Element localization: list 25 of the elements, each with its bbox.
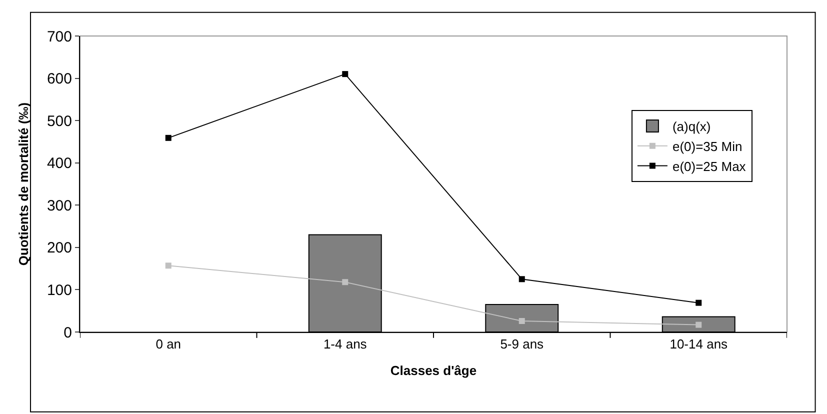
y-axis-title: Quotients de mortalité (‰) xyxy=(16,102,31,266)
legend-label: e(0)=25 Max xyxy=(672,158,746,174)
point xyxy=(342,71,348,78)
point xyxy=(696,300,702,306)
legend-label: (a)q(x) xyxy=(672,119,711,134)
y-tick-label: 300 xyxy=(46,197,72,214)
x-tick-label: 10-14 ans xyxy=(670,336,728,352)
y-tick-label: 0 xyxy=(64,324,72,342)
x-tick-label: 0 an xyxy=(156,336,182,352)
point xyxy=(165,134,172,141)
point xyxy=(342,279,348,286)
point xyxy=(518,276,525,282)
legend-label: e(0)=35 Min xyxy=(672,138,742,154)
x-tick-label: 5-9 ans xyxy=(500,336,544,352)
x-tick-label: 1-4 ans xyxy=(323,336,368,352)
y-tick-label: 400 xyxy=(46,155,72,172)
point xyxy=(165,262,172,269)
y-tick-label: 700 xyxy=(46,28,72,46)
x-axis-title: Classes d'âge xyxy=(390,363,477,378)
y-tick-label: 500 xyxy=(46,112,72,130)
point xyxy=(696,322,702,328)
y-tick-label: 200 xyxy=(46,240,72,257)
point xyxy=(518,318,525,324)
y-tick-label: 100 xyxy=(46,282,72,299)
y-tick-label: 600 xyxy=(46,70,72,88)
